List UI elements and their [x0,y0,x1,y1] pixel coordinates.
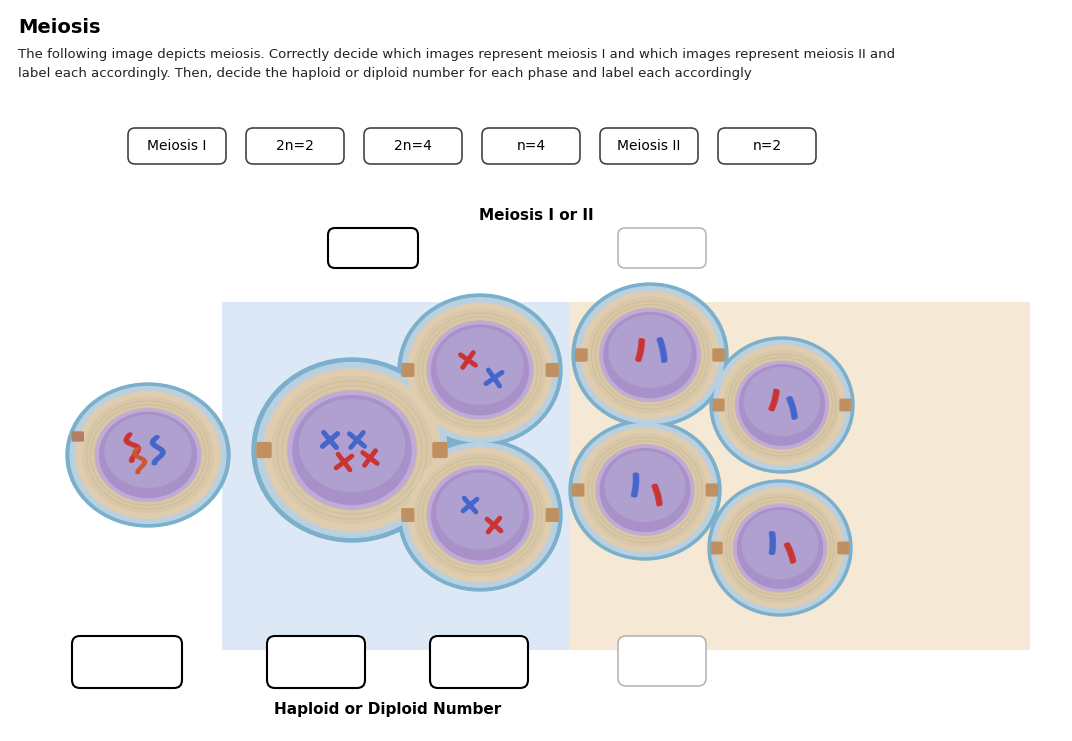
Ellipse shape [604,313,696,397]
Ellipse shape [587,297,713,413]
Ellipse shape [740,365,824,445]
Bar [570,302,1030,650]
Ellipse shape [264,369,440,531]
FancyBboxPatch shape [128,128,226,164]
Ellipse shape [600,449,690,531]
FancyBboxPatch shape [713,399,724,411]
Text: Meiosis: Meiosis [18,18,101,37]
FancyBboxPatch shape [402,508,414,522]
Ellipse shape [596,445,694,535]
Ellipse shape [70,387,226,523]
Ellipse shape [723,494,837,602]
Ellipse shape [402,298,557,442]
Ellipse shape [578,428,712,551]
Text: n=2: n=2 [753,139,781,153]
Ellipse shape [710,337,854,473]
Ellipse shape [428,322,533,419]
FancyBboxPatch shape [617,228,706,268]
Ellipse shape [609,316,691,388]
Text: Meiosis I: Meiosis I [147,139,207,153]
Ellipse shape [432,470,528,560]
FancyBboxPatch shape [600,128,698,164]
Ellipse shape [572,424,717,556]
Ellipse shape [66,383,230,527]
FancyBboxPatch shape [245,128,344,164]
Ellipse shape [714,340,850,470]
Ellipse shape [76,392,220,519]
Ellipse shape [288,391,416,509]
Ellipse shape [717,488,844,608]
FancyBboxPatch shape [433,442,447,457]
FancyBboxPatch shape [840,399,851,411]
Text: 2n=4: 2n=4 [394,139,432,153]
FancyBboxPatch shape [713,349,725,361]
Ellipse shape [407,303,552,437]
FancyBboxPatch shape [838,542,849,554]
Ellipse shape [734,505,827,591]
Bar [222,302,570,650]
Ellipse shape [252,358,452,542]
Text: The following image depicts meiosis. Correctly decide which images represent mei: The following image depicts meiosis. Cor… [18,48,895,80]
Ellipse shape [100,413,196,497]
Ellipse shape [432,325,528,415]
FancyBboxPatch shape [547,508,559,522]
Ellipse shape [437,328,523,404]
Ellipse shape [738,508,822,588]
Ellipse shape [576,287,724,423]
Ellipse shape [272,376,432,524]
Ellipse shape [581,292,718,419]
Ellipse shape [584,434,705,546]
FancyBboxPatch shape [547,364,559,376]
FancyBboxPatch shape [712,542,721,554]
Text: Haploid or Diploid Number: Haploid or Diploid Number [274,702,502,717]
FancyBboxPatch shape [430,636,528,688]
Ellipse shape [718,345,846,465]
Ellipse shape [407,448,552,582]
Ellipse shape [293,396,411,505]
Text: Meiosis I or II: Meiosis I or II [479,208,593,223]
Text: 2n=2: 2n=2 [277,139,314,153]
Ellipse shape [725,350,839,459]
FancyBboxPatch shape [364,128,462,164]
Ellipse shape [257,362,447,537]
FancyBboxPatch shape [617,636,706,686]
Ellipse shape [742,511,818,579]
Ellipse shape [415,309,546,431]
Ellipse shape [708,480,852,616]
Ellipse shape [398,294,562,446]
Ellipse shape [712,483,848,613]
FancyBboxPatch shape [572,484,583,496]
Ellipse shape [569,420,721,560]
Ellipse shape [572,283,728,427]
Ellipse shape [299,399,404,491]
Ellipse shape [428,466,533,564]
FancyBboxPatch shape [328,228,418,268]
FancyBboxPatch shape [72,636,182,688]
FancyBboxPatch shape [482,128,580,164]
FancyBboxPatch shape [718,128,816,164]
FancyBboxPatch shape [576,349,587,361]
Ellipse shape [437,473,523,549]
Ellipse shape [600,309,700,401]
FancyBboxPatch shape [72,432,84,441]
FancyBboxPatch shape [402,364,414,376]
Text: n=4: n=4 [517,139,546,153]
Ellipse shape [735,362,828,448]
Text: Meiosis II: Meiosis II [617,139,681,153]
FancyBboxPatch shape [267,636,364,688]
Ellipse shape [105,416,191,488]
Ellipse shape [83,397,213,513]
FancyBboxPatch shape [706,484,717,496]
FancyBboxPatch shape [257,442,271,457]
Ellipse shape [744,368,820,436]
Ellipse shape [415,454,546,576]
Ellipse shape [402,443,557,587]
Ellipse shape [95,409,200,501]
Ellipse shape [398,439,562,591]
Ellipse shape [605,451,685,522]
